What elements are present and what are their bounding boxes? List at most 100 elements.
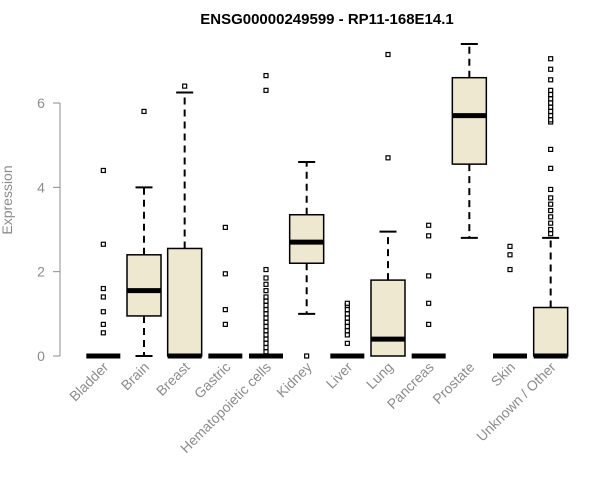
- outlier-unknown-other-9: [548, 146, 554, 152]
- outlier-bladder-0: [100, 330, 106, 336]
- outlier-unknown-other-18: [548, 87, 554, 93]
- outlier-gastric-2: [222, 271, 228, 277]
- y-axis-label: Expression: [0, 165, 15, 234]
- outlier-hematopoietic-cells-9: [263, 311, 269, 317]
- outlier-liver-6: [344, 311, 350, 317]
- outlier-hematopoietic-cells-8: [263, 315, 269, 321]
- outlier-unknown-other-12: [548, 113, 554, 119]
- outlier-unknown-other-19: [548, 77, 554, 83]
- outlier-pancreas-0: [426, 321, 432, 327]
- outlier-skin-1: [507, 252, 513, 258]
- outlier-hematopoietic-cells-2: [263, 340, 269, 346]
- outlier-unknown-other-6: [548, 195, 554, 201]
- outlier-liver-0: [344, 340, 350, 346]
- outlier-bladder-1: [100, 321, 106, 327]
- box-pancreas: [411, 222, 446, 359]
- box-lung: [370, 51, 406, 357]
- outlier-pancreas-1: [426, 300, 432, 306]
- outlier-liver-3: [344, 323, 350, 330]
- outlier-hematopoietic-cells-1: [263, 344, 269, 351]
- category-label-lung: Lung: [363, 359, 396, 392]
- outlier-unknown-other-20: [548, 66, 554, 72]
- outlier-liver-5: [344, 315, 350, 321]
- outlier-unknown-other-13: [548, 108, 554, 115]
- outlier-unknown-other-0: [548, 231, 554, 237]
- outlier-unknown-other-11: [548, 117, 554, 123]
- category-label-breast: Breast: [153, 359, 193, 399]
- outlier-bladder-4: [100, 285, 106, 292]
- category-label-liver: Liver: [323, 359, 356, 392]
- box-kidney: [288, 161, 325, 359]
- box-hematopoietic-cells: [249, 72, 283, 359]
- boxplot-series: [86, 42, 569, 359]
- box-breast: [166, 83, 203, 359]
- box-liver: [330, 300, 365, 359]
- outlier-gastric-0: [222, 321, 228, 327]
- outlier-lung-1: [385, 51, 391, 58]
- outlier-hematopoietic-cells-14: [263, 288, 269, 294]
- y-tick-label-0: 0: [37, 348, 45, 364]
- outlier-hematopoietic-cells-12: [263, 298, 269, 304]
- outlier-bladder-5: [100, 241, 106, 247]
- outlier-hematopoietic-cells-10: [263, 307, 269, 313]
- outlier-unknown-other-8: [548, 165, 554, 171]
- category-label-skin: Skin: [488, 359, 519, 390]
- outlier-hematopoietic-cells-4: [263, 332, 269, 338]
- outlier-pancreas-4: [426, 222, 432, 228]
- outlier-lung-0: [385, 155, 391, 161]
- outlier-unknown-other-16: [548, 96, 554, 102]
- outlier-hematopoietic-cells-5: [263, 328, 269, 334]
- outlier-hematopoietic-cells-7: [263, 319, 269, 325]
- box-prostate: [451, 42, 488, 239]
- box-body-brain: [126, 254, 162, 317]
- outlier-pancreas-3: [426, 233, 432, 239]
- outlier-hematopoietic-cells-6: [263, 323, 269, 330]
- outlier-liver-9: [344, 300, 350, 306]
- outlier-liver-7: [344, 307, 350, 313]
- y-tick-label-2: 4: [37, 179, 45, 195]
- category-label-prostate: Prostate: [429, 359, 477, 407]
- box-body-kidney: [288, 213, 325, 264]
- box-skin: [493, 243, 527, 359]
- outlier-gastric-3: [222, 224, 228, 230]
- outlier-bladder-3: [100, 294, 106, 300]
- y-tick-label-3: 6: [37, 95, 45, 111]
- box-body-prostate: [451, 76, 488, 165]
- outlier-hematopoietic-cells-17: [263, 266, 269, 273]
- outlier-unknown-other-1: [548, 226, 554, 233]
- outlier-unknown-other-15: [548, 100, 554, 106]
- outlier-skin-0: [507, 266, 513, 273]
- outlier-unknown-other-5: [548, 201, 554, 207]
- box-body-breast: [166, 247, 203, 357]
- outlier-pancreas-2: [426, 273, 432, 279]
- category-label-brain: Brain: [118, 359, 152, 393]
- outlier-unknown-other-21: [548, 56, 554, 62]
- outlier-unknown-other-2: [548, 220, 554, 226]
- outlier-breast-0: [182, 83, 188, 89]
- outlier-bladder-6: [100, 167, 106, 174]
- outlier-skin-2: [507, 243, 513, 249]
- chart-title: ENSG00000249599 - RP11-168E14.1: [200, 11, 454, 28]
- outlier-kidney-0: [304, 353, 310, 359]
- box-gastric: [208, 224, 243, 359]
- box-body-unknown-other: [532, 306, 569, 357]
- outlier-unknown-other-7: [548, 186, 554, 193]
- outlier-gastric-1: [222, 307, 228, 313]
- outlier-unknown-other-17: [548, 91, 554, 98]
- outlier-brain-0: [141, 108, 147, 115]
- outlier-unknown-other-3: [548, 214, 554, 220]
- category-label-bladder: Bladder: [66, 359, 112, 405]
- outlier-hematopoietic-cells-18: [263, 87, 269, 93]
- y-tick-label-1: 2: [37, 264, 45, 280]
- outlier-bladder-2: [100, 309, 106, 315]
- outlier-hematopoietic-cells-15: [263, 281, 269, 287]
- y-axis: 0 2 4 6: [37, 95, 61, 364]
- outlier-unknown-other-4: [548, 207, 554, 214]
- outlier-liver-1: [344, 332, 350, 338]
- outlier-liver-2: [344, 328, 350, 334]
- outlier-unknown-other-14: [548, 104, 554, 110]
- outlier-liver-4: [344, 319, 350, 325]
- outlier-hematopoietic-cells-19: [263, 72, 269, 79]
- outlier-hematopoietic-cells-11: [263, 302, 269, 308]
